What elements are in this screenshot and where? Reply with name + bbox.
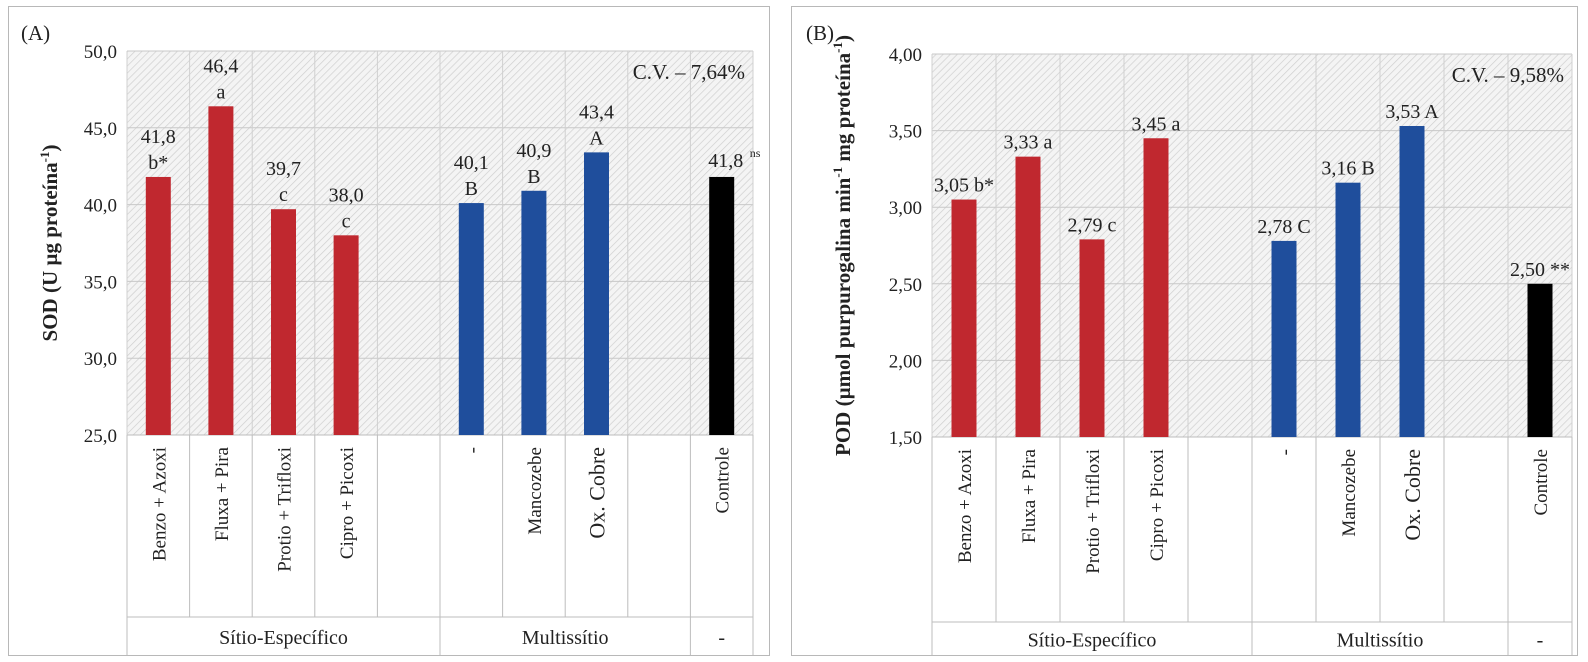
data-label: 3,53 A [1385, 101, 1439, 123]
x-tick-label: Ox. Cobre [1400, 449, 1425, 541]
bar-controle [1527, 283, 1553, 437]
x-tick-label: Mancozebe [525, 447, 546, 535]
x-tick-label: Cipro + Picoxi [1147, 449, 1168, 561]
x-tick-label: Fluxa + Pira [212, 446, 233, 541]
group-label: Multissítio [1337, 630, 1424, 652]
bar-none [458, 203, 484, 435]
bar-protio-trifloxi [271, 209, 296, 435]
letter-label: A [589, 127, 604, 149]
x-tick-label: Ox. Cobre [585, 447, 610, 539]
data-label: 3,05 b* [934, 175, 994, 197]
y-axis-label: SOD (U µg proteína-1) [37, 145, 62, 342]
x-tick-label: - [462, 447, 483, 453]
group-label: Multissítio [522, 627, 609, 649]
y-tick-label: 25,0 [84, 426, 117, 447]
letter-label: B [465, 178, 478, 200]
x-tick-label: Mancozebe [1339, 449, 1360, 537]
bar-benzo-azoxi [145, 176, 171, 435]
y-tick-label: 3,50 [889, 122, 922, 143]
data-label: 2,79 c [1068, 214, 1117, 236]
data-label: 3,16 B [1321, 158, 1374, 180]
chart-panel-pod: 4,00 3,50 3,00 2,50 2,00 1,50 3,05 b* Benzo + A… [791, 6, 1578, 656]
data-label: 43,4 [579, 101, 614, 123]
data-label: 3,45 a [1132, 113, 1181, 135]
x-tick-label: Benzo + Azoxi [955, 449, 976, 563]
x-tick-label: Protio + Trifloxi [275, 447, 296, 572]
letter-label: B [527, 166, 540, 188]
x-tick-label: Protio + Trifloxi [1083, 449, 1104, 574]
bar-cipro-picoxi [1143, 138, 1169, 437]
bar-mancozebe [521, 190, 547, 435]
bar-controle [709, 176, 735, 435]
group-label: - [1537, 630, 1544, 652]
bar-benzo-azoxi [951, 199, 977, 437]
bar-ox-cobre [584, 152, 609, 435]
x-tick-label: Controle [1531, 449, 1552, 516]
y-tick-label: 1,50 [889, 428, 922, 449]
data-label: 41,8 [708, 150, 743, 172]
letter-label: b* [148, 152, 168, 174]
letter-label: c [342, 210, 351, 232]
y-tick-label: 45,0 [84, 119, 117, 140]
data-label: 3,33 a [1004, 132, 1053, 154]
bar-fluxa-pira [208, 106, 234, 436]
panel-label: (B) [806, 21, 834, 45]
pod-chart: 4,00 3,50 3,00 2,50 2,00 1,50 3,05 b* Benzo + A… [806, 21, 1573, 655]
x-tick-label: Cipro + Picoxi [337, 447, 358, 559]
significance-label: ns [750, 146, 761, 160]
sod-chart: 50,0 45,0 40,0 35,0 30,0 25,0 41,8 b* Benzo + Az… [21, 21, 761, 655]
x-tick-label: Fluxa + Pira [1019, 448, 1040, 543]
group-label: Sítio-Específico [219, 627, 348, 649]
data-label: 40,9 [516, 140, 551, 162]
data-label: 46,4 [203, 55, 238, 77]
data-label: 39,7 [266, 158, 301, 180]
y-tick-label: 4,00 [889, 45, 922, 66]
y-tick-label: 2,00 [889, 351, 922, 372]
bar-mancozebe [1335, 182, 1361, 437]
data-label: 38,0 [329, 184, 364, 206]
cv-label: C.V. – 7,64% [633, 60, 745, 84]
chart-panel-sod: 50,0 45,0 40,0 35,0 30,0 25,0 41,8 b* Benzo + Az… [8, 6, 770, 656]
x-tick-label: Controle [713, 447, 734, 514]
cv-label: C.V. – 9,58% [1452, 63, 1564, 87]
panel-label: (A) [21, 21, 50, 45]
letter-label: c [279, 184, 288, 206]
data-label: 41,8 [141, 126, 176, 148]
group-label: - [718, 627, 725, 649]
y-axis-label: POD (µmol purpurogalina min-1 mg proteín… [830, 35, 855, 456]
y-tick-label: 35,0 [84, 272, 117, 293]
bar-none [1271, 240, 1297, 437]
x-tick-label: Benzo + Azoxi [149, 447, 170, 561]
bar-protio-trifloxi [1079, 239, 1105, 437]
bar-ox-cobre [1399, 126, 1425, 437]
bar-cipro-picoxi [333, 235, 359, 435]
group-label: Sítio-Específico [1028, 630, 1157, 652]
x-tick-label: - [1275, 449, 1296, 455]
data-label: 2,78 C [1257, 216, 1310, 238]
y-tick-label: 30,0 [84, 349, 117, 370]
data-label: 40,1 [454, 152, 489, 174]
y-tick-label: 40,0 [84, 196, 117, 217]
y-tick-label: 3,00 [889, 198, 922, 219]
data-label: 2,50 ** [1510, 259, 1570, 281]
y-tick-label: 2,50 [889, 275, 922, 296]
bar-fluxa-pira [1015, 156, 1041, 438]
y-tick-label: 50,0 [84, 42, 117, 63]
letter-label: a [216, 81, 225, 103]
